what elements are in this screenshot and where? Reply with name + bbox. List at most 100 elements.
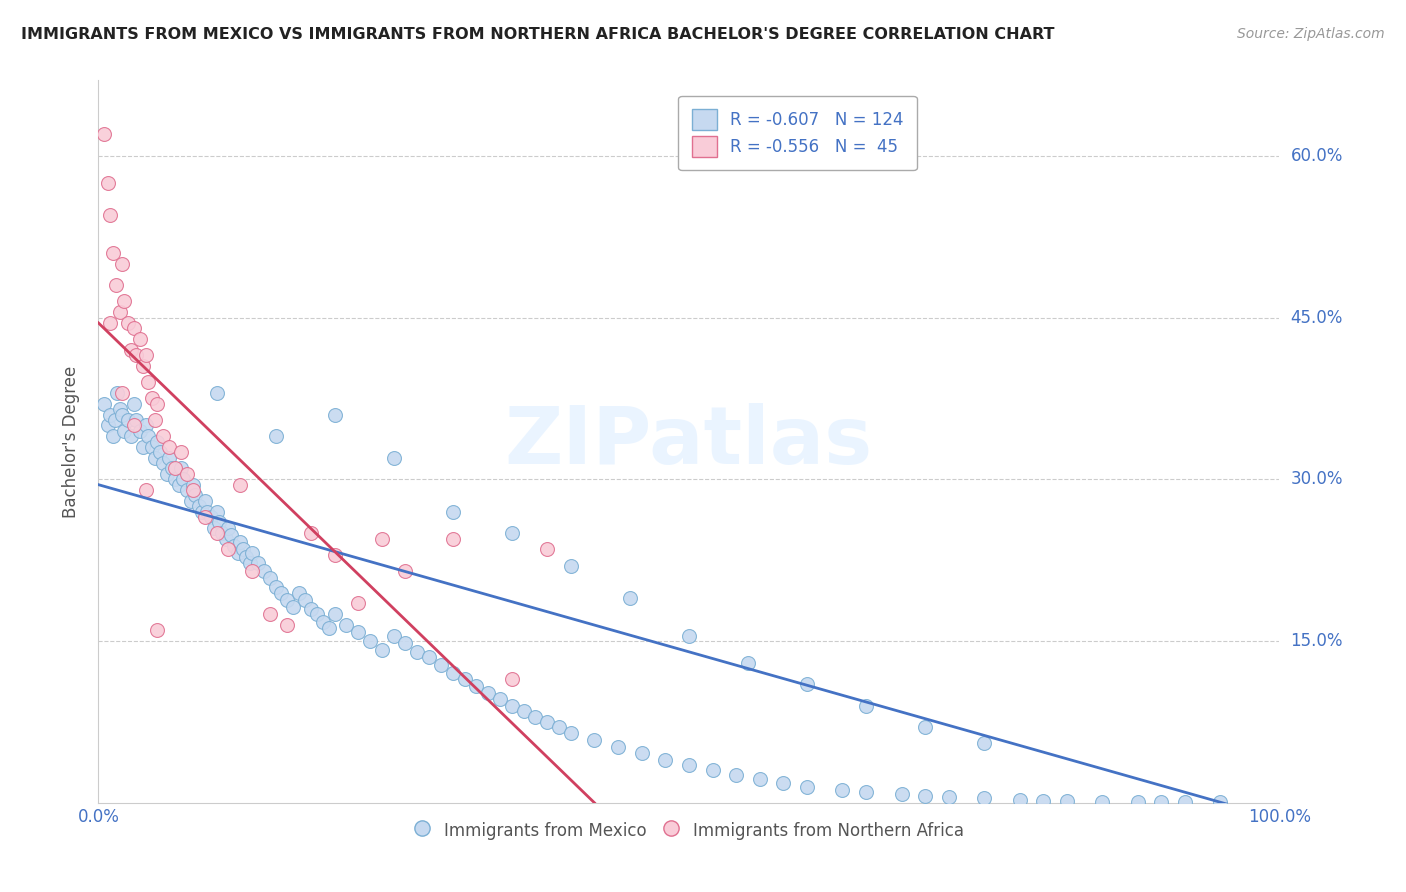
Point <box>229 477 252 491</box>
Point <box>93 127 115 141</box>
Point <box>253 564 276 578</box>
Point <box>294 593 316 607</box>
Point <box>299 601 322 615</box>
Point <box>226 546 249 560</box>
Point <box>172 472 194 486</box>
Point <box>184 488 207 502</box>
Point <box>194 510 217 524</box>
Point <box>796 780 818 794</box>
Point <box>125 413 148 427</box>
Point <box>560 558 582 573</box>
Point <box>1209 795 1232 809</box>
Point <box>264 429 287 443</box>
Point <box>112 294 135 309</box>
Point <box>219 528 242 542</box>
Point <box>359 634 381 648</box>
Point <box>239 557 262 571</box>
Point <box>890 787 912 801</box>
Point <box>938 790 960 805</box>
Point <box>117 413 139 427</box>
Point <box>323 607 346 621</box>
Point <box>121 343 143 357</box>
Point <box>1008 792 1031 806</box>
Point <box>323 548 346 562</box>
Point <box>299 526 322 541</box>
Point <box>477 686 499 700</box>
Point <box>187 500 209 514</box>
Point <box>259 572 281 586</box>
Point <box>418 650 440 665</box>
Point <box>181 477 204 491</box>
Point <box>101 245 124 260</box>
Text: 45.0%: 45.0% <box>1291 309 1343 326</box>
Point <box>98 208 121 222</box>
Point <box>141 392 163 406</box>
Point <box>122 418 145 433</box>
Point <box>165 472 187 486</box>
Point <box>211 526 233 541</box>
Point <box>235 549 257 564</box>
Point <box>654 753 676 767</box>
Point <box>157 450 180 465</box>
Point <box>796 677 818 691</box>
Point <box>264 580 287 594</box>
Point <box>347 625 370 640</box>
Point <box>104 413 127 427</box>
Point <box>371 532 394 546</box>
Point <box>152 429 174 443</box>
Point <box>536 714 558 729</box>
Point <box>973 737 995 751</box>
Point <box>323 408 346 422</box>
Point <box>170 461 193 475</box>
Point <box>128 424 150 438</box>
Point <box>217 521 239 535</box>
Point <box>112 424 135 438</box>
Point <box>157 440 180 454</box>
Point <box>194 493 217 508</box>
Point <box>122 397 145 411</box>
Point <box>128 332 150 346</box>
Point <box>1174 795 1197 809</box>
Text: 15.0%: 15.0% <box>1291 632 1343 650</box>
Point <box>195 505 218 519</box>
Point <box>224 539 246 553</box>
Point <box>105 278 128 293</box>
Text: ZIPatlas: ZIPatlas <box>505 402 873 481</box>
Point <box>202 521 225 535</box>
Point <box>141 440 163 454</box>
Point <box>143 413 166 427</box>
Point <box>122 321 145 335</box>
Point <box>406 645 429 659</box>
Point <box>441 666 464 681</box>
Point <box>246 557 269 571</box>
Point <box>132 359 155 373</box>
Point <box>276 593 298 607</box>
Point <box>146 624 169 638</box>
Y-axis label: Bachelor's Degree: Bachelor's Degree <box>62 366 80 517</box>
Point <box>607 739 630 754</box>
Text: 30.0%: 30.0% <box>1291 470 1343 488</box>
Point <box>305 607 328 621</box>
Point <box>111 408 134 422</box>
Point <box>312 615 335 629</box>
Point <box>914 720 936 734</box>
Point <box>105 386 128 401</box>
Point <box>453 672 475 686</box>
Point <box>1056 794 1078 808</box>
Point <box>200 510 222 524</box>
Point <box>180 493 202 508</box>
Point <box>512 704 534 718</box>
Point <box>160 461 183 475</box>
Point <box>270 585 292 599</box>
Point <box>136 376 159 390</box>
Point <box>501 526 523 541</box>
Point <box>430 657 453 672</box>
Point <box>831 782 853 797</box>
Point <box>772 776 794 790</box>
Point <box>276 618 298 632</box>
Point <box>98 316 121 330</box>
Point <box>111 257 134 271</box>
Point <box>524 709 547 723</box>
Point <box>536 542 558 557</box>
Point <box>152 456 174 470</box>
